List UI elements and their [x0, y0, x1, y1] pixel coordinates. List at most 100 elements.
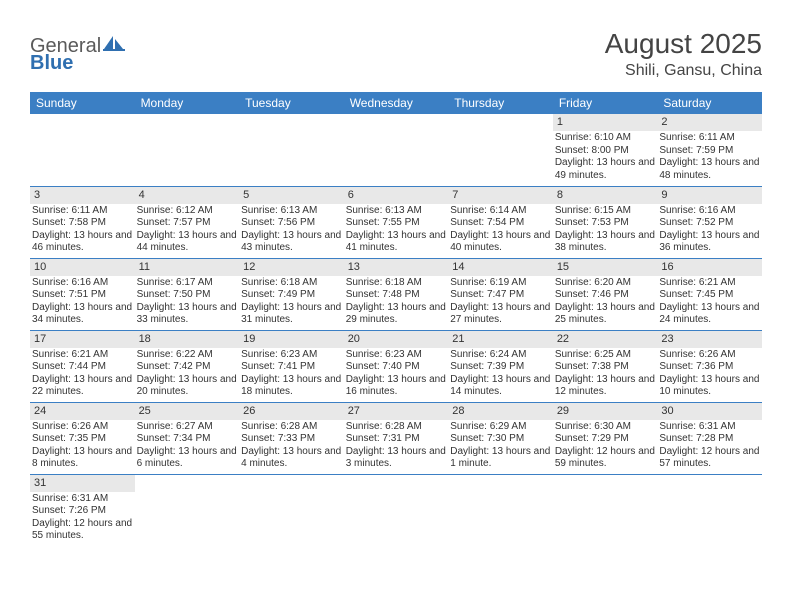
day-info: Sunrise: 6:28 AMSunset: 7:31 PMDaylight:…: [344, 420, 449, 471]
calendar-cell: 18Sunrise: 6:22 AMSunset: 7:42 PMDayligh…: [135, 330, 240, 402]
calendar-cell: 13Sunrise: 6:18 AMSunset: 7:48 PMDayligh…: [344, 258, 449, 330]
calendar-cell: 23Sunrise: 6:26 AMSunset: 7:36 PMDayligh…: [657, 330, 762, 402]
day-info: Sunrise: 6:18 AMSunset: 7:48 PMDaylight:…: [344, 276, 449, 327]
calendar-cell: 4Sunrise: 6:12 AMSunset: 7:57 PMDaylight…: [135, 186, 240, 258]
day-info: Sunrise: 6:26 AMSunset: 7:36 PMDaylight:…: [657, 348, 762, 399]
weekday-header: Wednesday: [344, 92, 449, 114]
calendar-head: SundayMondayTuesdayWednesdayThursdayFrid…: [30, 92, 762, 114]
day-info: Sunrise: 6:22 AMSunset: 7:42 PMDaylight:…: [135, 348, 240, 399]
calendar-cell: [344, 114, 449, 186]
calendar-cell: [448, 114, 553, 186]
calendar-cell: 17Sunrise: 6:21 AMSunset: 7:44 PMDayligh…: [30, 330, 135, 402]
calendar-cell: 11Sunrise: 6:17 AMSunset: 7:50 PMDayligh…: [135, 258, 240, 330]
calendar-cell: 6Sunrise: 6:13 AMSunset: 7:55 PMDaylight…: [344, 186, 449, 258]
calendar-cell: 24Sunrise: 6:26 AMSunset: 7:35 PMDayligh…: [30, 402, 135, 474]
day-info: Sunrise: 6:29 AMSunset: 7:30 PMDaylight:…: [448, 420, 553, 471]
day-number: 13: [344, 259, 449, 276]
calendar-cell: [448, 474, 553, 546]
calendar-cell: [657, 474, 762, 546]
calendar-cell: 7Sunrise: 6:14 AMSunset: 7:54 PMDaylight…: [448, 186, 553, 258]
day-number: 8: [553, 187, 658, 204]
calendar-cell: 12Sunrise: 6:18 AMSunset: 7:49 PMDayligh…: [239, 258, 344, 330]
day-info: Sunrise: 6:28 AMSunset: 7:33 PMDaylight:…: [239, 420, 344, 471]
weekday-header: Sunday: [30, 92, 135, 114]
calendar-cell: 25Sunrise: 6:27 AMSunset: 7:34 PMDayligh…: [135, 402, 240, 474]
day-info: Sunrise: 6:21 AMSunset: 7:44 PMDaylight:…: [30, 348, 135, 399]
day-info: Sunrise: 6:11 AMSunset: 7:58 PMDaylight:…: [30, 204, 135, 255]
day-info: Sunrise: 6:26 AMSunset: 7:35 PMDaylight:…: [30, 420, 135, 471]
calendar-cell: 3Sunrise: 6:11 AMSunset: 7:58 PMDaylight…: [30, 186, 135, 258]
calendar-cell: [135, 114, 240, 186]
calendar-cell: 15Sunrise: 6:20 AMSunset: 7:46 PMDayligh…: [553, 258, 658, 330]
day-number: 27: [344, 403, 449, 420]
calendar-cell: 2Sunrise: 6:11 AMSunset: 7:59 PMDaylight…: [657, 114, 762, 186]
day-info: Sunrise: 6:11 AMSunset: 7:59 PMDaylight:…: [657, 131, 762, 182]
logo-text-2: Blue: [30, 52, 73, 74]
day-info: Sunrise: 6:14 AMSunset: 7:54 PMDaylight:…: [448, 204, 553, 255]
weekday-header: Tuesday: [239, 92, 344, 114]
calendar-cell: 19Sunrise: 6:23 AMSunset: 7:41 PMDayligh…: [239, 330, 344, 402]
day-info: Sunrise: 6:18 AMSunset: 7:49 PMDaylight:…: [239, 276, 344, 327]
calendar-cell: 28Sunrise: 6:29 AMSunset: 7:30 PMDayligh…: [448, 402, 553, 474]
day-number: 28: [448, 403, 553, 420]
day-number: 11: [135, 259, 240, 276]
day-number: 10: [30, 259, 135, 276]
day-info: Sunrise: 6:24 AMSunset: 7:39 PMDaylight:…: [448, 348, 553, 399]
weekday-header: Monday: [135, 92, 240, 114]
day-info: Sunrise: 6:19 AMSunset: 7:47 PMDaylight:…: [448, 276, 553, 327]
weekday-header: Thursday: [448, 92, 553, 114]
calendar-cell: [135, 474, 240, 546]
day-info: Sunrise: 6:10 AMSunset: 8:00 PMDaylight:…: [553, 131, 658, 182]
weekday-header: Friday: [553, 92, 658, 114]
calendar-cell: 10Sunrise: 6:16 AMSunset: 7:51 PMDayligh…: [30, 258, 135, 330]
calendar-cell: 21Sunrise: 6:24 AMSunset: 7:39 PMDayligh…: [448, 330, 553, 402]
calendar-cell: [553, 474, 658, 546]
weekday-header: Saturday: [657, 92, 762, 114]
calendar-body: 1Sunrise: 6:10 AMSunset: 8:00 PMDaylight…: [30, 114, 762, 546]
day-number: 22: [553, 331, 658, 348]
day-info: Sunrise: 6:12 AMSunset: 7:57 PMDaylight:…: [135, 204, 240, 255]
header: General August 2025 Shili, Gansu, China: [30, 28, 762, 80]
day-info: Sunrise: 6:31 AMSunset: 7:28 PMDaylight:…: [657, 420, 762, 471]
calendar-cell: [30, 114, 135, 186]
day-number: 31: [30, 475, 135, 492]
day-info: Sunrise: 6:20 AMSunset: 7:46 PMDaylight:…: [553, 276, 658, 327]
day-number: 30: [657, 403, 762, 420]
calendar-cell: 27Sunrise: 6:28 AMSunset: 7:31 PMDayligh…: [344, 402, 449, 474]
calendar-table: SundayMondayTuesdayWednesdayThursdayFrid…: [30, 92, 762, 546]
calendar-cell: 26Sunrise: 6:28 AMSunset: 7:33 PMDayligh…: [239, 402, 344, 474]
logo-sail-icon: [103, 34, 125, 58]
day-number: 3: [30, 187, 135, 204]
day-info: Sunrise: 6:23 AMSunset: 7:40 PMDaylight:…: [344, 348, 449, 399]
day-info: Sunrise: 6:31 AMSunset: 7:26 PMDaylight:…: [30, 492, 135, 543]
day-info: Sunrise: 6:30 AMSunset: 7:29 PMDaylight:…: [553, 420, 658, 471]
day-number: 12: [239, 259, 344, 276]
day-info: Sunrise: 6:13 AMSunset: 7:55 PMDaylight:…: [344, 204, 449, 255]
day-info: Sunrise: 6:16 AMSunset: 7:51 PMDaylight:…: [30, 276, 135, 327]
calendar-cell: 22Sunrise: 6:25 AMSunset: 7:38 PMDayligh…: [553, 330, 658, 402]
calendar-cell: [239, 114, 344, 186]
day-number: 17: [30, 331, 135, 348]
day-number: 29: [553, 403, 658, 420]
day-number: 26: [239, 403, 344, 420]
day-number: 6: [344, 187, 449, 204]
calendar-cell: 14Sunrise: 6:19 AMSunset: 7:47 PMDayligh…: [448, 258, 553, 330]
location: Shili, Gansu, China: [605, 62, 762, 80]
day-number: 2: [657, 114, 762, 131]
day-number: 25: [135, 403, 240, 420]
day-info: Sunrise: 6:16 AMSunset: 7:52 PMDaylight:…: [657, 204, 762, 255]
calendar-cell: 8Sunrise: 6:15 AMSunset: 7:53 PMDaylight…: [553, 186, 658, 258]
day-number: 7: [448, 187, 553, 204]
calendar-cell: 9Sunrise: 6:16 AMSunset: 7:52 PMDaylight…: [657, 186, 762, 258]
day-number: 20: [344, 331, 449, 348]
day-info: Sunrise: 6:27 AMSunset: 7:34 PMDaylight:…: [135, 420, 240, 471]
day-number: 18: [135, 331, 240, 348]
calendar-page: General August 2025 Shili, Gansu, China …: [0, 0, 792, 546]
calendar-cell: 30Sunrise: 6:31 AMSunset: 7:28 PMDayligh…: [657, 402, 762, 474]
calendar-cell: 16Sunrise: 6:21 AMSunset: 7:45 PMDayligh…: [657, 258, 762, 330]
day-info: Sunrise: 6:25 AMSunset: 7:38 PMDaylight:…: [553, 348, 658, 399]
day-number: 14: [448, 259, 553, 276]
day-number: 19: [239, 331, 344, 348]
day-number: 23: [657, 331, 762, 348]
day-number: 24: [30, 403, 135, 420]
